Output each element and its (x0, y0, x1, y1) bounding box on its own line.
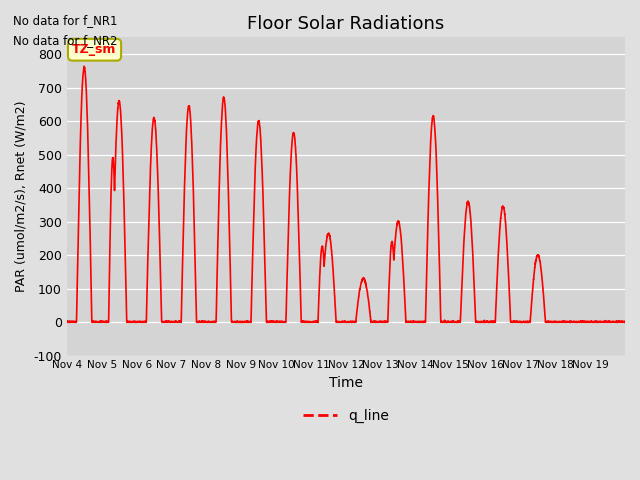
Text: No data for f_NR1: No data for f_NR1 (13, 14, 117, 27)
X-axis label: Time: Time (329, 376, 363, 390)
Y-axis label: PAR (umol/m2/s), Rnet (W/m2): PAR (umol/m2/s), Rnet (W/m2) (15, 101, 28, 292)
Title: Floor Solar Radiations: Floor Solar Radiations (247, 15, 445, 33)
Legend: q_line: q_line (297, 403, 395, 428)
Text: TZ_sm: TZ_sm (72, 43, 116, 56)
Text: No data for f_NR2: No data for f_NR2 (13, 34, 117, 47)
